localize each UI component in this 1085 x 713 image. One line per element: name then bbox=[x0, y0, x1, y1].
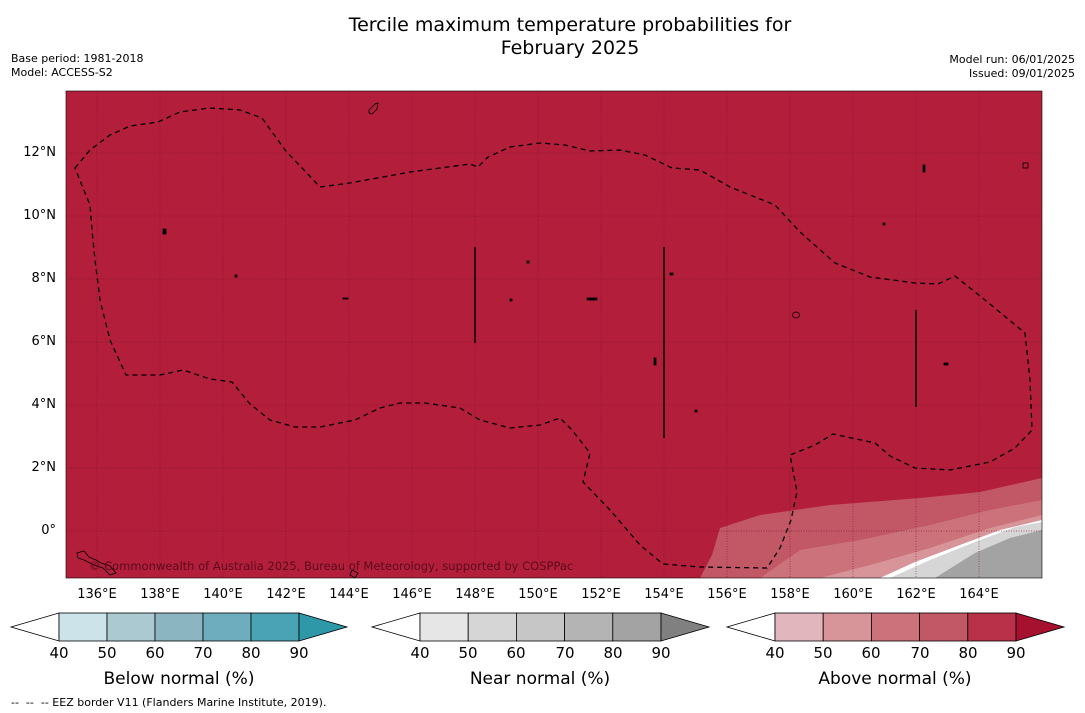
lat-label-2n: 2°N bbox=[31, 460, 57, 475]
cb-below-tick: 40 bbox=[49, 644, 69, 662]
lon-label-138e: 138°E bbox=[140, 587, 180, 602]
islands bbox=[76, 102, 1029, 578]
cb-above-tick: 60 bbox=[861, 644, 881, 662]
eez-border bbox=[74, 107, 1033, 569]
colorbar-below bbox=[9, 612, 349, 642]
cb-near-tick: 80 bbox=[603, 644, 623, 662]
cb-near-label: Near normal (%) bbox=[469, 669, 611, 689]
colorbar-near bbox=[370, 612, 711, 642]
cb-above-tick: 80 bbox=[958, 644, 978, 662]
eez-legend-note: -- -- -- EEZ border V11 (Flanders Marine… bbox=[11, 696, 327, 709]
cb-below-tick: 80 bbox=[241, 644, 261, 662]
title-line-1: Tercile maximum temperature probabilitie… bbox=[348, 14, 792, 36]
base-period: Base period: 1981-2018 bbox=[11, 52, 144, 65]
lat-label-6n: 6°N bbox=[31, 334, 57, 349]
cb-near-tick: 90 bbox=[651, 644, 671, 662]
lon-label-140e: 140°E bbox=[203, 587, 243, 602]
copyright-note: © Commonwealth of Australia 2025, Bureau… bbox=[89, 559, 574, 573]
model-name: Model: ACCESS-S2 bbox=[11, 66, 113, 79]
meta-right: Model run: 06/01/2025 Issued: 09/01/2025 bbox=[949, 53, 1075, 81]
lon-label-148e: 148°E bbox=[455, 587, 495, 602]
meta-left: Base period: 1981-2018 Model: ACCESS-S2 bbox=[11, 52, 143, 80]
cb-below-upper-arrow bbox=[298, 612, 349, 642]
map-panel bbox=[66, 91, 1042, 578]
above-normal-field bbox=[66, 91, 1042, 578]
lon-label-156e: 156°E bbox=[707, 587, 747, 602]
cb-above-tick: 90 bbox=[1006, 644, 1026, 662]
lon-label-146e: 146°E bbox=[392, 587, 432, 602]
cb-above-tick: 50 bbox=[813, 644, 833, 662]
cb-near-tick: 50 bbox=[458, 644, 478, 662]
model-run: Model run: 06/01/2025 bbox=[949, 53, 1075, 66]
lon-label-144e: 144°E bbox=[329, 587, 369, 602]
lat-label-10n: 10°N bbox=[23, 208, 56, 223]
lat-label-4n: 4°N bbox=[31, 397, 57, 412]
lon-label-152e: 152°E bbox=[581, 587, 621, 602]
lat-label-8n: 8°N bbox=[31, 271, 57, 286]
cb-below-tick: 90 bbox=[289, 644, 309, 662]
cb-above-tick: 40 bbox=[765, 644, 785, 662]
issued-date: Issued: 09/01/2025 bbox=[968, 67, 1075, 80]
lon-label-154e: 154°E bbox=[644, 587, 684, 602]
cb-below-tick: 70 bbox=[193, 644, 213, 662]
cb-above-label: Above normal (%) bbox=[818, 669, 972, 689]
map-title: Tercile maximum temperature probabilitie… bbox=[0, 14, 1085, 60]
cb-near-tick: 70 bbox=[555, 644, 575, 662]
lon-label-160e: 160°E bbox=[833, 587, 873, 602]
cb-above-tick: 70 bbox=[910, 644, 930, 662]
cb-below-tick: 50 bbox=[97, 644, 117, 662]
colorbar-above bbox=[725, 612, 1066, 642]
cb-near-tick: 40 bbox=[410, 644, 430, 662]
cb-below-tick: 60 bbox=[145, 644, 165, 662]
lon-label-158e: 158°E bbox=[770, 587, 810, 602]
cb-below-label: Below normal (%) bbox=[103, 669, 255, 689]
lon-label-136e: 136°E bbox=[77, 587, 117, 602]
boundary-lines bbox=[474, 247, 917, 438]
title-line-2: February 2025 bbox=[500, 37, 640, 59]
cb-near-tick: 60 bbox=[506, 644, 526, 662]
lat-label-12n: 12°N bbox=[23, 145, 56, 160]
lat-label-0: 0° bbox=[41, 523, 56, 538]
near-normal-high-region bbox=[935, 530, 1042, 578]
cb-below-lower-arrow bbox=[9, 612, 60, 642]
lon-label-164e: 164°E bbox=[959, 587, 999, 602]
lon-label-162e: 162°E bbox=[896, 587, 936, 602]
lon-label-150e: 150°E bbox=[518, 587, 558, 602]
map-frame bbox=[65, 90, 1043, 579]
lon-label-142e: 142°E bbox=[266, 587, 306, 602]
